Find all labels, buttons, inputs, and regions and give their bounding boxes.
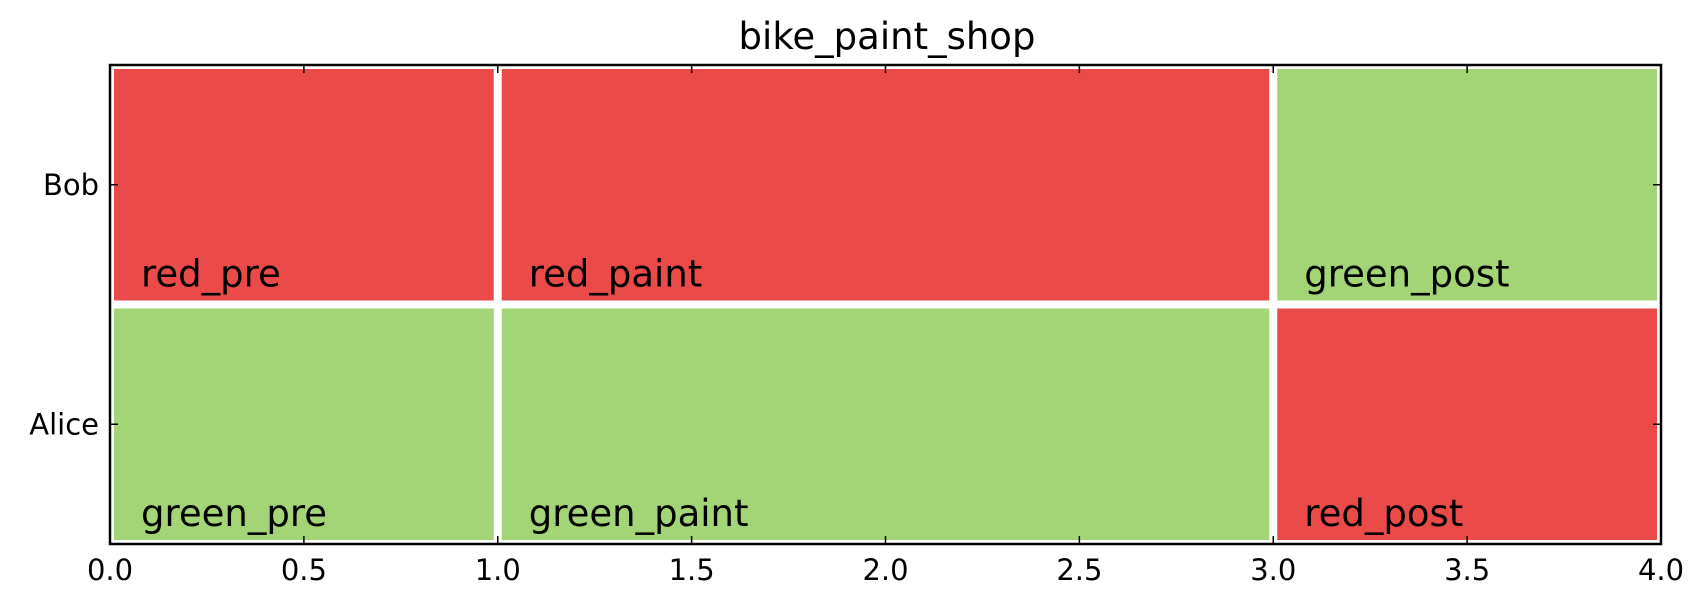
bar-label-green-post: green_post: [1304, 253, 1509, 296]
y-tick-label-bob: Bob: [43, 168, 99, 202]
x-tick-label: 1.0: [475, 553, 521, 587]
bar-green-post: [1277, 69, 1657, 301]
x-tick-label: 1.5: [669, 553, 715, 587]
x-tick-label: 0.0: [87, 553, 133, 587]
ticks-group: 0.0 0.5 1.0 1.5 2.0 2.5 3.0 3.5 4.0 Alice Bob: [29, 65, 1684, 587]
bar-label-green-paint: green_paint: [529, 492, 749, 535]
x-tick-label: 4.0: [1638, 553, 1684, 587]
bar-label-red-pre: red_pre: [141, 253, 281, 296]
x-tick-label: 2.0: [862, 553, 908, 587]
bar-red-pre: [114, 69, 494, 301]
axes-frame: [108, 63, 1663, 546]
bar-label-red-paint: red_paint: [529, 253, 703, 296]
chart-title: bike_paint_shop: [739, 15, 1036, 58]
bar-red-post: [1277, 308, 1657, 540]
bar-green-pre: [114, 308, 494, 540]
x-tick-label: 3.0: [1250, 553, 1296, 587]
x-tick-label: 3.5: [1444, 553, 1490, 587]
bar-label-green-pre: green_pre: [141, 492, 327, 535]
bar-red-paint: [501, 69, 1270, 301]
bar-green-paint: [501, 308, 1270, 540]
y-tick-label-alice: Alice: [29, 407, 99, 441]
x-tick-label: 2.5: [1056, 553, 1102, 587]
bar-label-red-post: red_post: [1304, 492, 1463, 535]
bars-group: red_pre red_paint green_post green_pre green…: [114, 69, 1657, 540]
x-tick-label: 0.5: [281, 553, 327, 587]
